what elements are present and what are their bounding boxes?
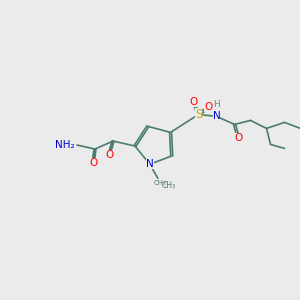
Text: NH₂: NH₂ [56, 140, 75, 150]
Text: H: H [213, 100, 220, 109]
Text: S: S [195, 108, 202, 121]
Text: CH₃: CH₃ [153, 180, 166, 186]
Text: CH₃: CH₃ [162, 181, 176, 190]
Text: N: N [213, 111, 220, 122]
Text: O: O [204, 102, 213, 112]
Text: O: O [234, 134, 243, 143]
Text: O: O [105, 150, 113, 160]
Text: N: N [146, 159, 154, 169]
Text: O: O [189, 98, 198, 107]
Text: O: O [89, 158, 97, 168]
